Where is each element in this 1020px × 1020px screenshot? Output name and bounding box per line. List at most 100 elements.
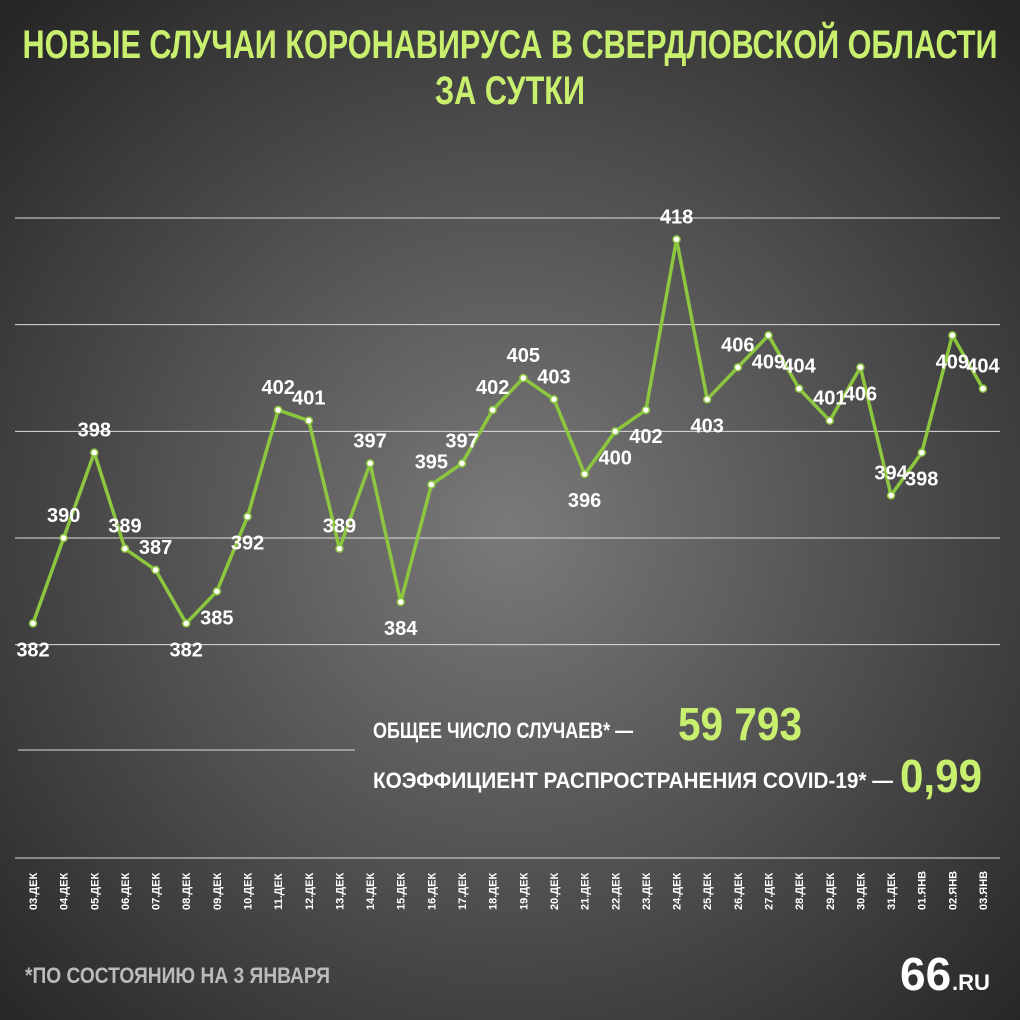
x-tick-label: 09.ДЕК bbox=[212, 873, 224, 910]
x-tick-label: 19.ДЕК bbox=[518, 873, 530, 910]
annotation-value: 59 793 bbox=[678, 698, 802, 750]
data-label: 406 bbox=[721, 334, 754, 356]
point bbox=[733, 363, 743, 372]
x-tick-label: 31.ДЕК bbox=[886, 873, 898, 910]
logo: 66 bbox=[900, 948, 951, 1000]
data-label: 406 bbox=[844, 383, 877, 405]
annotation-label: ОБЩЕЕ ЧИСЛО СЛУЧАЕВ* — bbox=[373, 718, 633, 743]
data-label: 397 bbox=[445, 430, 478, 452]
point bbox=[978, 384, 988, 393]
point bbox=[549, 395, 559, 404]
data-label: 382 bbox=[170, 639, 203, 661]
data-label: 401 bbox=[813, 388, 846, 410]
point bbox=[396, 597, 405, 607]
x-tick-label: 16.ДЕК bbox=[426, 873, 438, 910]
x-tick-label: 18.ДЕК bbox=[488, 873, 500, 910]
x-tick-label: 08.ДЕК bbox=[181, 873, 193, 910]
data-label: 409 bbox=[752, 351, 785, 373]
point bbox=[856, 363, 865, 372]
x-tick-label: 03.ДЕК bbox=[28, 873, 40, 910]
x-tick-label: 21.ДЕК bbox=[580, 873, 592, 910]
x-tick-label: 06.ДЕК bbox=[120, 873, 132, 910]
x-tick-label: 12.ДЕК bbox=[304, 873, 316, 910]
x-tick-label: 27.ДЕК bbox=[763, 873, 775, 910]
x-tick-label: 24.ДЕК bbox=[672, 873, 684, 910]
data-label: 396 bbox=[568, 490, 601, 512]
annotation-label: КОЭФФИЦИЕНТ РАСПРОСТРАНЕНИЯ COVID-19* — bbox=[373, 768, 893, 793]
data-label: 403 bbox=[691, 415, 724, 437]
x-tick-label: 07.ДЕК bbox=[151, 873, 163, 910]
point bbox=[365, 459, 375, 468]
data-label: 409 bbox=[936, 351, 969, 373]
point bbox=[764, 331, 773, 340]
data-label: 392 bbox=[231, 533, 264, 555]
x-tick-label: 10.ДЕК bbox=[243, 873, 255, 910]
x-tick-label: 23.ДЕК bbox=[641, 873, 653, 910]
chart-title: НОВЫЕ СЛУЧАИ КОРОНАВИРУСА В СВЕРДЛОВСКОЙ… bbox=[23, 21, 998, 67]
x-tick-label: 01.ЯНВ bbox=[917, 871, 929, 910]
point bbox=[243, 512, 252, 521]
footnote: *ПО СОСТОЯНИЮ НА 3 ЯНВАРЯ bbox=[25, 963, 330, 988]
data-label: 382 bbox=[16, 639, 49, 661]
point bbox=[90, 448, 99, 457]
point bbox=[181, 619, 191, 628]
data-label: 395 bbox=[415, 452, 448, 474]
point bbox=[212, 587, 222, 596]
point bbox=[120, 544, 130, 553]
point bbox=[580, 469, 589, 479]
x-tick-label: 05.ДЕК bbox=[89, 873, 101, 910]
x-tick-label: 20.ДЕК bbox=[549, 873, 561, 910]
x-tick-label: 02.ЯНВ bbox=[947, 871, 959, 910]
point bbox=[886, 491, 896, 500]
data-label: 404 bbox=[966, 356, 1000, 378]
point bbox=[488, 405, 497, 415]
chart-title: ЗА СУТКИ bbox=[435, 69, 585, 113]
point bbox=[335, 544, 344, 553]
x-tick-label: 04.ДЕК bbox=[59, 873, 71, 910]
x-tick-label: 25.ДЕК bbox=[702, 873, 714, 910]
x-tick-label: 28.ДЕК bbox=[794, 873, 806, 910]
data-label: 385 bbox=[200, 607, 233, 629]
point bbox=[151, 565, 160, 575]
point bbox=[59, 533, 68, 543]
x-tick-label: 03.ЯНВ bbox=[978, 871, 990, 910]
point bbox=[702, 395, 712, 404]
x-tick-label: 15.ДЕК bbox=[396, 873, 408, 910]
data-label: 384 bbox=[384, 618, 418, 640]
data-label: 418 bbox=[660, 206, 693, 228]
point bbox=[794, 384, 804, 393]
data-label: 389 bbox=[323, 516, 356, 538]
point bbox=[611, 427, 620, 436]
x-tick-label: 26.ДЕК bbox=[733, 873, 745, 910]
x-tick-label: 30.ДЕК bbox=[855, 873, 867, 910]
logo: .RU bbox=[952, 970, 990, 995]
point bbox=[917, 448, 926, 457]
data-label: 398 bbox=[78, 420, 111, 442]
point bbox=[825, 416, 835, 425]
point bbox=[427, 480, 436, 489]
data-label: 404 bbox=[782, 356, 816, 378]
point bbox=[672, 235, 681, 244]
point bbox=[273, 405, 283, 415]
point bbox=[304, 416, 314, 425]
data-label: 402 bbox=[476, 377, 509, 399]
point bbox=[641, 405, 651, 415]
x-tick-label: 22.ДЕК bbox=[610, 873, 622, 910]
data-label: 400 bbox=[599, 447, 632, 469]
x-tick-label: 14.ДЕК bbox=[365, 873, 377, 910]
point bbox=[519, 373, 528, 383]
point bbox=[28, 619, 38, 628]
data-label: 405 bbox=[507, 345, 540, 367]
data-label: 402 bbox=[261, 377, 294, 399]
data-label: 390 bbox=[47, 505, 80, 527]
x-tick-label: 11.ДЕК bbox=[273, 873, 285, 910]
x-tick-label: 29.ДЕК bbox=[825, 873, 837, 910]
point bbox=[948, 331, 957, 340]
data-label: 403 bbox=[537, 366, 570, 388]
data-label: 387 bbox=[139, 537, 172, 559]
data-label: 394 bbox=[874, 462, 908, 484]
x-tick-label: 17.ДЕК bbox=[457, 873, 469, 910]
